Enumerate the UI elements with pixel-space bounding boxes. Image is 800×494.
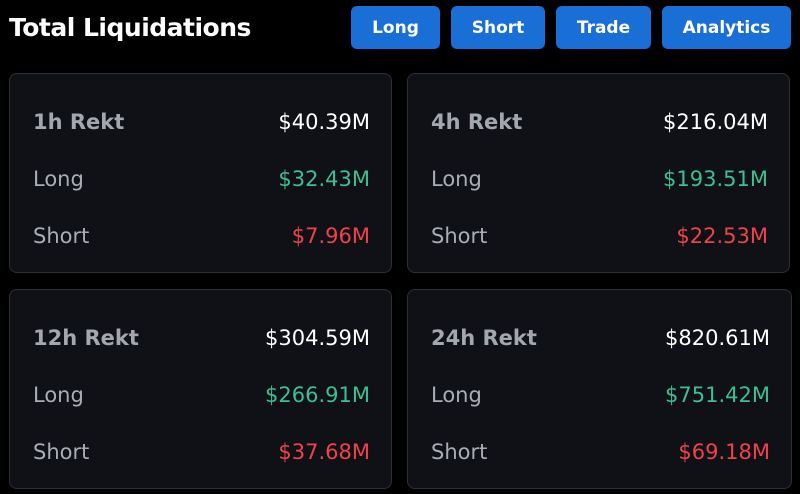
- card-1h: 1h Rekt $40.39M Long $32.43M Short $7.96…: [9, 73, 392, 273]
- card-12h: 12h Rekt $304.59M Long $266.91M Short $3…: [9, 289, 392, 489]
- short-value: $7.96M: [291, 224, 370, 248]
- period-label: 1h Rekt: [33, 110, 125, 134]
- card-4h: 4h Rekt $216.04M Long $193.51M Short $22…: [407, 73, 790, 273]
- period-label: 12h Rekt: [33, 326, 139, 350]
- total-row: 24h Rekt $820.61M: [431, 323, 770, 353]
- short-label: Short: [431, 440, 488, 464]
- total-row: 1h Rekt $40.39M: [33, 107, 370, 137]
- short-label: Short: [33, 440, 90, 464]
- short-row: Short $22.53M: [431, 221, 768, 251]
- short-value: $69.18M: [678, 440, 770, 464]
- total-value: $40.39M: [278, 110, 370, 134]
- long-value: $266.91M: [265, 383, 370, 407]
- short-row: Short $37.68M: [33, 437, 370, 467]
- nav-buttons: Long Short Trade Analytics: [351, 6, 791, 49]
- trade-button[interactable]: Trade: [556, 6, 651, 49]
- long-row: Long $266.91M: [33, 380, 370, 410]
- short-row: Short $69.18M: [431, 437, 770, 467]
- long-row: Long $751.42M: [431, 380, 770, 410]
- short-row: Short $7.96M: [33, 221, 370, 251]
- total-row: 12h Rekt $304.59M: [33, 323, 370, 353]
- long-value: $751.42M: [665, 383, 770, 407]
- analytics-button[interactable]: Analytics: [662, 6, 791, 49]
- short-value: $22.53M: [676, 224, 768, 248]
- long-label: Long: [33, 167, 84, 191]
- card-24h: 24h Rekt $820.61M Long $751.42M Short $6…: [407, 289, 792, 489]
- long-label: Long: [33, 383, 84, 407]
- short-value: $37.68M: [278, 440, 370, 464]
- short-button[interactable]: Short: [451, 6, 545, 49]
- long-row: Long $32.43M: [33, 164, 370, 194]
- total-value: $304.59M: [265, 326, 370, 350]
- header: Total Liquidations Long Short Trade Anal…: [0, 0, 800, 58]
- total-value: $820.61M: [665, 326, 770, 350]
- long-label: Long: [431, 383, 482, 407]
- long-label: Long: [431, 167, 482, 191]
- period-label: 24h Rekt: [431, 326, 537, 350]
- short-label: Short: [431, 224, 488, 248]
- total-row: 4h Rekt $216.04M: [431, 107, 768, 137]
- long-button[interactable]: Long: [351, 6, 440, 49]
- period-label: 4h Rekt: [431, 110, 523, 134]
- total-value: $216.04M: [663, 110, 768, 134]
- long-value: $32.43M: [278, 167, 370, 191]
- short-label: Short: [33, 224, 90, 248]
- page-title: Total Liquidations: [9, 13, 251, 42]
- long-row: Long $193.51M: [431, 164, 768, 194]
- long-value: $193.51M: [663, 167, 768, 191]
